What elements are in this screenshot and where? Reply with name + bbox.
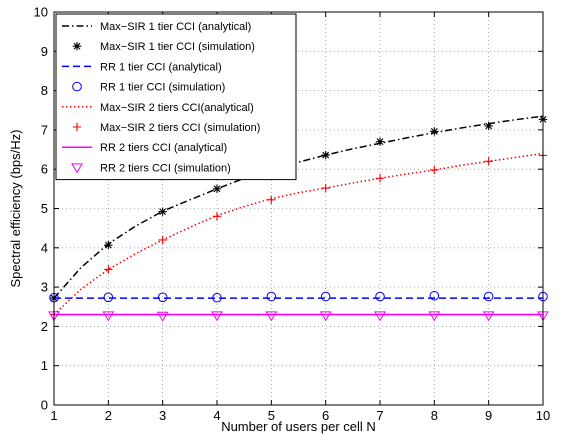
x-tick-label: 1 <box>50 408 57 423</box>
legend-marker <box>71 163 83 174</box>
data-point <box>211 311 223 322</box>
legend-entry: RR 1 tier CCI (analytical) <box>62 61 222 73</box>
data-point <box>104 265 113 274</box>
data-point <box>319 311 332 322</box>
data-point <box>212 184 222 194</box>
legend: Max−SIR 1 tier CCI (analytical) Max−SIR 1… <box>55 13 297 181</box>
legend-entry: RR 1 tier CCI (simulation) <box>72 81 225 94</box>
x-tick-label: 10 <box>536 408 550 423</box>
data-point <box>212 212 222 221</box>
y-tick-label: 3 <box>41 280 48 295</box>
legend-entry: RR 2 tiers CCI (analytical) <box>62 142 227 154</box>
legend-label: RR 1 tier CCI (simulation) <box>100 82 225 94</box>
legend-label: Max−SIR 2 tiers CCI(analytical) <box>100 102 254 114</box>
x-tick-label: 5 <box>268 408 275 423</box>
y-tick-label: 9 <box>41 44 48 59</box>
data-point <box>321 150 330 160</box>
legend-label: RR 1 tier CCI (analytical) <box>100 61 222 73</box>
data-point <box>157 292 168 303</box>
legend-label: Max−SIR 2 tiers CCI (simulation) <box>100 122 260 134</box>
y-tick-label: 10 <box>34 5 48 20</box>
y-tick-label: 8 <box>41 83 48 98</box>
series-line <box>53 152 544 316</box>
x-tick-label: 3 <box>159 408 166 423</box>
x-tick-label: 2 <box>105 408 112 423</box>
x-tick-label: 4 <box>213 408 220 423</box>
legend-label: Max−SIR 1 tier CCI (analytical) <box>100 21 251 33</box>
x-tick-label: 7 <box>376 408 383 423</box>
data-point <box>267 195 276 205</box>
data-point <box>266 291 277 302</box>
data-point <box>482 311 495 322</box>
data-point <box>484 121 493 131</box>
data-point <box>104 240 113 250</box>
legend-label: RR 2 tiers CCI (simulation) <box>100 162 231 174</box>
legend-marker <box>72 122 82 132</box>
series-line <box>53 115 544 299</box>
y-axis-label: Spectral efficiency (bps/Hz) <box>8 130 23 288</box>
data-point <box>375 137 385 146</box>
data-point <box>483 291 494 302</box>
data-point <box>156 311 169 322</box>
legend-marker <box>72 81 82 92</box>
y-tick-label: 6 <box>41 162 48 177</box>
data-point <box>212 292 222 303</box>
legend-box <box>55 13 297 181</box>
data-point <box>103 292 114 303</box>
legend-marker <box>72 42 82 51</box>
y-tick-label: 4 <box>41 240 48 255</box>
series-max-sir-2-tiers-cci-analytical <box>53 152 544 316</box>
x-axis-label: Number of users per cell N <box>221 419 376 434</box>
series-max-sir-1-tier-cci-analytical <box>53 115 544 299</box>
legend-entry: Max−SIR 2 tiers CCI(analytical) <box>62 102 254 114</box>
legend-entry: Max−SIR 1 tier CCI (simulation) <box>72 41 255 53</box>
data-point <box>430 127 439 136</box>
legend-entry: Max−SIR 2 tiers CCI (simulation) <box>72 122 260 134</box>
data-point <box>428 311 441 322</box>
data-point <box>265 311 278 322</box>
x-tick-label: 6 <box>322 408 329 423</box>
data-point <box>158 235 167 245</box>
data-point <box>430 165 439 175</box>
x-tick-label: 8 <box>431 408 438 423</box>
y-tick-label: 0 <box>41 398 48 413</box>
data-point <box>375 291 385 302</box>
data-point <box>320 291 331 302</box>
y-tick-label: 5 <box>41 201 48 216</box>
data-point <box>484 157 493 166</box>
data-point <box>429 290 440 301</box>
legend-label: Max−SIR 1 tier CCI (simulation) <box>100 41 255 53</box>
plot-series <box>48 115 549 322</box>
data-point <box>374 311 386 322</box>
legend-entry: Max−SIR 1 tier CCI (analytical) <box>62 21 251 33</box>
data-point <box>158 207 167 216</box>
legend-label: RR 2 tiers CCI (analytical) <box>100 142 227 154</box>
y-tick-label: 1 <box>41 358 48 373</box>
y-tick-label: 2 <box>41 319 48 334</box>
data-point <box>375 174 385 183</box>
x-tick-label: 9 <box>485 408 492 423</box>
data-point <box>102 311 115 322</box>
grid <box>54 12 543 405</box>
legend-entry: RR 2 tiers CCI (simulation) <box>71 162 231 174</box>
data-point <box>321 183 330 193</box>
y-tick-label: 7 <box>41 122 48 137</box>
